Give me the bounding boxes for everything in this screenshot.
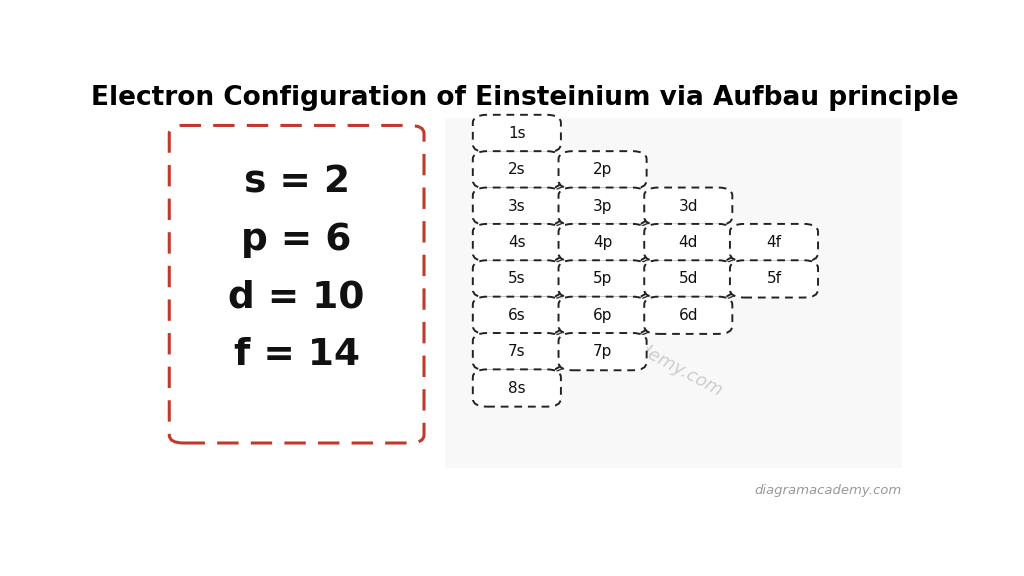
FancyBboxPatch shape — [644, 297, 732, 334]
Text: 6s: 6s — [508, 308, 525, 323]
FancyBboxPatch shape — [558, 297, 646, 334]
Text: 3d: 3d — [679, 199, 698, 214]
Text: 6p: 6p — [593, 308, 612, 323]
Text: 7s: 7s — [508, 344, 525, 359]
Text: 7p: 7p — [593, 344, 612, 359]
Text: Electron Configuration of Einsteinium via Aufbau principle: Electron Configuration of Einsteinium vi… — [91, 85, 958, 111]
FancyBboxPatch shape — [644, 224, 732, 261]
Text: 4p: 4p — [593, 235, 612, 250]
Text: 5f: 5f — [767, 271, 781, 286]
FancyBboxPatch shape — [558, 188, 646, 225]
FancyBboxPatch shape — [445, 118, 902, 468]
FancyBboxPatch shape — [644, 188, 732, 225]
Text: 5s: 5s — [508, 271, 525, 286]
FancyBboxPatch shape — [473, 188, 561, 225]
Text: 4f: 4f — [767, 235, 781, 250]
FancyBboxPatch shape — [473, 297, 561, 334]
Text: f = 14: f = 14 — [233, 337, 359, 373]
FancyBboxPatch shape — [558, 224, 646, 261]
Text: p = 6: p = 6 — [242, 222, 352, 258]
Text: s = 2: s = 2 — [244, 164, 349, 200]
Text: 1s: 1s — [508, 126, 525, 141]
FancyBboxPatch shape — [169, 126, 424, 443]
FancyBboxPatch shape — [473, 260, 561, 298]
Text: 2p: 2p — [593, 162, 612, 177]
Text: 3p: 3p — [593, 199, 612, 214]
Text: diagramacademy.com: diagramacademy.com — [755, 484, 902, 497]
Text: 6d: 6d — [679, 308, 698, 323]
Text: 3s: 3s — [508, 199, 525, 214]
FancyBboxPatch shape — [558, 260, 646, 298]
FancyBboxPatch shape — [473, 151, 561, 188]
FancyBboxPatch shape — [473, 333, 561, 370]
FancyBboxPatch shape — [644, 260, 732, 298]
FancyBboxPatch shape — [473, 224, 561, 261]
Text: 8s: 8s — [508, 381, 525, 396]
FancyBboxPatch shape — [473, 369, 561, 407]
Text: 2s: 2s — [508, 162, 525, 177]
Text: 4d: 4d — [679, 235, 698, 250]
Text: 5p: 5p — [593, 271, 612, 286]
FancyBboxPatch shape — [558, 151, 646, 188]
FancyBboxPatch shape — [473, 115, 561, 152]
Text: d = 10: d = 10 — [228, 279, 365, 316]
FancyBboxPatch shape — [730, 260, 818, 298]
Text: 5d: 5d — [679, 271, 698, 286]
Text: Diagramacademy.com: Diagramacademy.com — [539, 289, 726, 400]
Text: 4s: 4s — [508, 235, 525, 250]
FancyBboxPatch shape — [558, 333, 646, 370]
FancyBboxPatch shape — [730, 224, 818, 261]
